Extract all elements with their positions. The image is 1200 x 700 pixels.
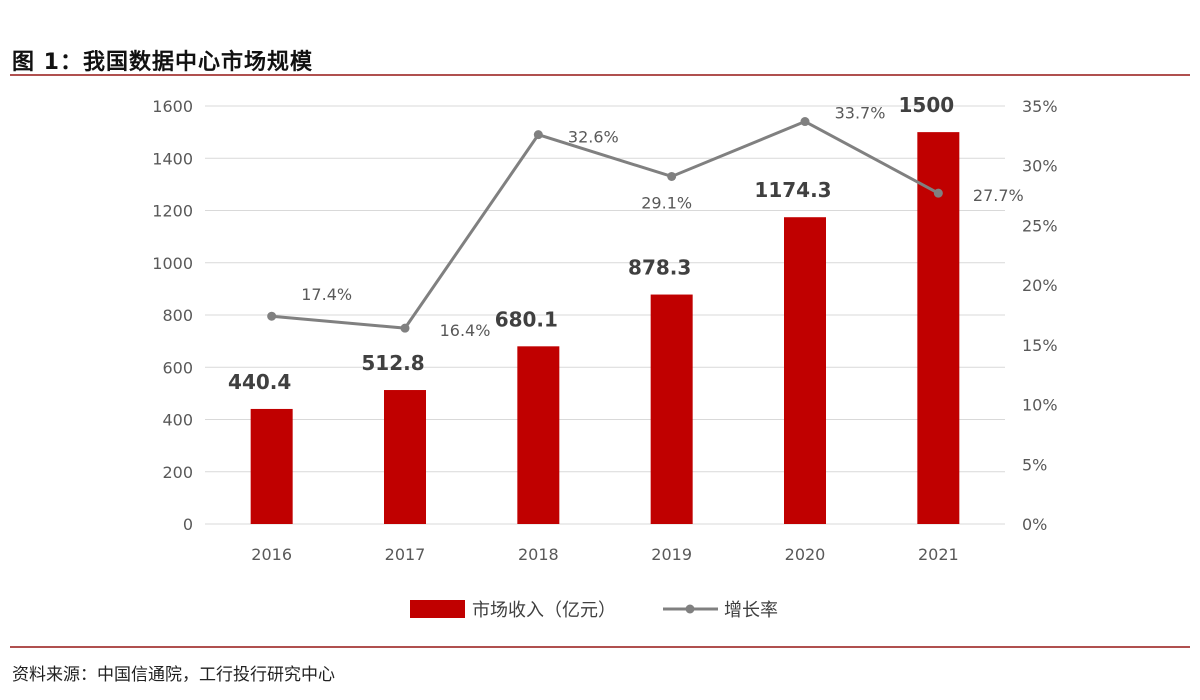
bar bbox=[384, 390, 426, 524]
bar bbox=[517, 346, 560, 524]
legend-swatch-revenue bbox=[410, 600, 465, 618]
source-divider bbox=[10, 646, 1190, 648]
figure-title: 图 1：我国数据中心市场规模 bbox=[12, 50, 313, 75]
source-note: 资料来源：中国信通院，工行投行研究中心 bbox=[12, 665, 335, 685]
x-tick-label: 2020 bbox=[785, 545, 826, 564]
y-left-tick-label: 400 bbox=[162, 411, 193, 430]
growth-rate-label: 27.7% bbox=[973, 186, 1024, 205]
y-right-tick-label: 20% bbox=[1022, 276, 1058, 295]
y-right-tick-label: 35% bbox=[1022, 97, 1058, 116]
x-tick-label: 2019 bbox=[651, 545, 692, 564]
legend-marker-growth bbox=[685, 604, 695, 614]
bar bbox=[250, 408, 293, 524]
bar-value-label: 1500 bbox=[898, 93, 954, 117]
y-right-tick-label: 15% bbox=[1022, 336, 1058, 355]
growth-rate-label: 16.4% bbox=[440, 321, 491, 340]
legend-label-revenue: 市场收入（亿元） bbox=[472, 600, 616, 621]
bar bbox=[784, 217, 826, 525]
growth-rate-label: 33.7% bbox=[835, 104, 886, 123]
growth-rate-point bbox=[400, 323, 410, 333]
y-left-tick-label: 200 bbox=[162, 463, 193, 482]
x-tick-label: 2018 bbox=[518, 545, 559, 564]
y-left-tick-label: 1200 bbox=[152, 202, 193, 221]
y-left-tick-label: 1400 bbox=[152, 149, 193, 168]
growth-rate-point bbox=[533, 130, 543, 140]
growth-rate-point bbox=[267, 311, 277, 321]
y-left-tick-label: 1000 bbox=[152, 254, 193, 273]
growth-rate-label: 17.4% bbox=[301, 285, 352, 304]
growth-rate-point bbox=[667, 171, 677, 181]
x-tick-label: 2021 bbox=[918, 545, 959, 564]
y-right-tick-label: 30% bbox=[1022, 157, 1058, 176]
y-right-tick-label: 5% bbox=[1022, 455, 1047, 474]
y-right-tick-label: 10% bbox=[1022, 396, 1058, 415]
y-left-tick-label: 1600 bbox=[152, 97, 193, 116]
y-left-tick-label: 800 bbox=[162, 306, 193, 325]
bar-value-label: 440.4 bbox=[228, 370, 291, 394]
y-left-tick-label: 0 bbox=[183, 515, 193, 534]
legend-label-growth: 增长率 bbox=[724, 600, 778, 621]
y-right-tick-label: 0% bbox=[1022, 515, 1047, 534]
title-divider bbox=[10, 74, 1190, 76]
growth-rate-line bbox=[271, 119, 940, 330]
growth-rate-point bbox=[933, 188, 943, 198]
bar-value-label: 680.1 bbox=[495, 307, 558, 331]
bar-value-label: 1174.3 bbox=[754, 178, 831, 202]
growth-rate-label: 29.1% bbox=[641, 193, 692, 212]
bar-value-label: 512.8 bbox=[361, 351, 424, 375]
x-tick-label: 2016 bbox=[251, 545, 292, 564]
growth-rate-point bbox=[800, 117, 810, 127]
bar bbox=[650, 294, 693, 524]
bar-value-label: 878.3 bbox=[628, 256, 691, 280]
growth-rate-label: 32.6% bbox=[568, 128, 619, 147]
y-left-tick-label: 600 bbox=[162, 358, 193, 377]
x-tick-label: 2017 bbox=[385, 545, 426, 564]
y-right-tick-label: 25% bbox=[1022, 216, 1058, 235]
